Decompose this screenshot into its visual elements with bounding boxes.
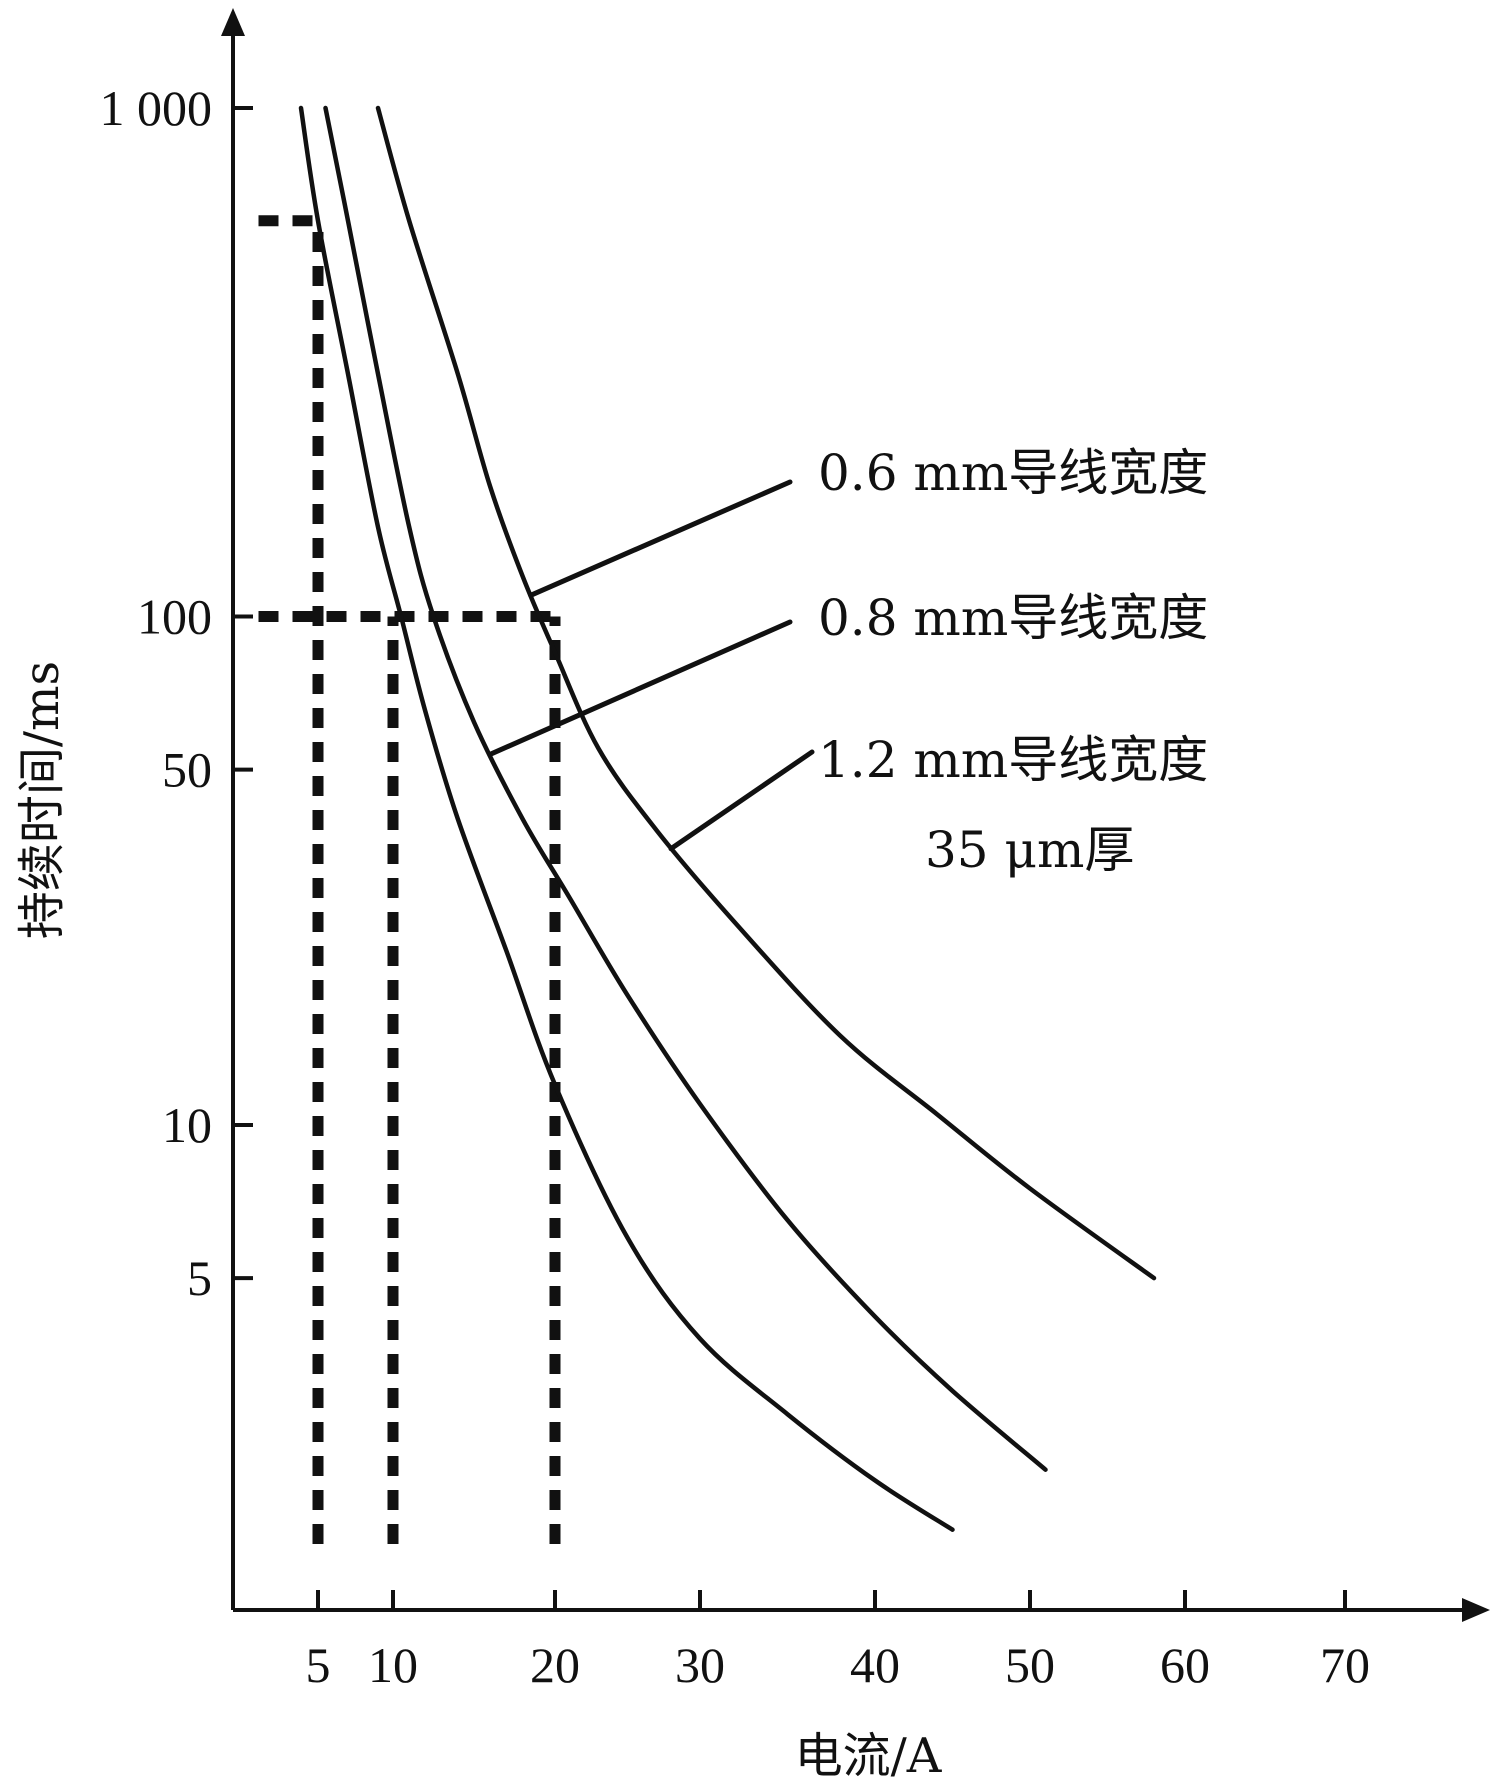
annotation-thickness: 35 μm厚 bbox=[925, 821, 1134, 879]
y-axis-title: 持续时间/ms bbox=[14, 661, 70, 939]
curve-series bbox=[298, 105, 1157, 1532]
x-tick-label-30: 30 bbox=[675, 1637, 725, 1693]
ticks: 5 10 20 30 40 50 60 70 5 10 50 100 1 000 bbox=[100, 80, 1371, 1693]
y-axis-arrow bbox=[221, 8, 245, 36]
annotation-0-6mm: 0.6 mm导线宽度 bbox=[818, 444, 1208, 502]
annotation-leaders bbox=[487, 479, 815, 852]
series-line-1 bbox=[323, 105, 1048, 1472]
x-tick-label-20: 20 bbox=[530, 1637, 580, 1693]
annotation-1-2mm: 1.2 mm导线宽度 bbox=[818, 731, 1208, 789]
y-tick-label-1000: 1 000 bbox=[100, 80, 213, 136]
leader-line-1 bbox=[487, 619, 793, 757]
x-tick-label-5: 5 bbox=[306, 1637, 331, 1693]
y-tick-label-5: 5 bbox=[187, 1250, 212, 1306]
reference-lines bbox=[258, 215, 561, 1544]
y-tick-label-100: 100 bbox=[137, 589, 212, 645]
x-tick-label-70: 70 bbox=[1320, 1637, 1370, 1693]
x-axis-title: 电流/A bbox=[795, 1728, 943, 1780]
leader-line-0 bbox=[528, 479, 793, 598]
series-line-0 bbox=[298, 105, 955, 1532]
x-tick-label-50: 50 bbox=[1005, 1637, 1055, 1693]
x-axis-arrow bbox=[1462, 1598, 1490, 1622]
x-tick-label-10: 10 bbox=[368, 1637, 418, 1693]
y-tick-label-10: 10 bbox=[162, 1097, 212, 1153]
x-tick-label-40: 40 bbox=[850, 1637, 900, 1693]
y-tick-label-50: 50 bbox=[162, 742, 212, 798]
x-tick-label-60: 60 bbox=[1160, 1637, 1210, 1693]
series-line-2 bbox=[375, 105, 1157, 1281]
axes bbox=[221, 8, 1490, 1622]
annotation-0-8mm: 0.8 mm导线宽度 bbox=[818, 589, 1208, 647]
leader-line-2 bbox=[668, 749, 815, 852]
